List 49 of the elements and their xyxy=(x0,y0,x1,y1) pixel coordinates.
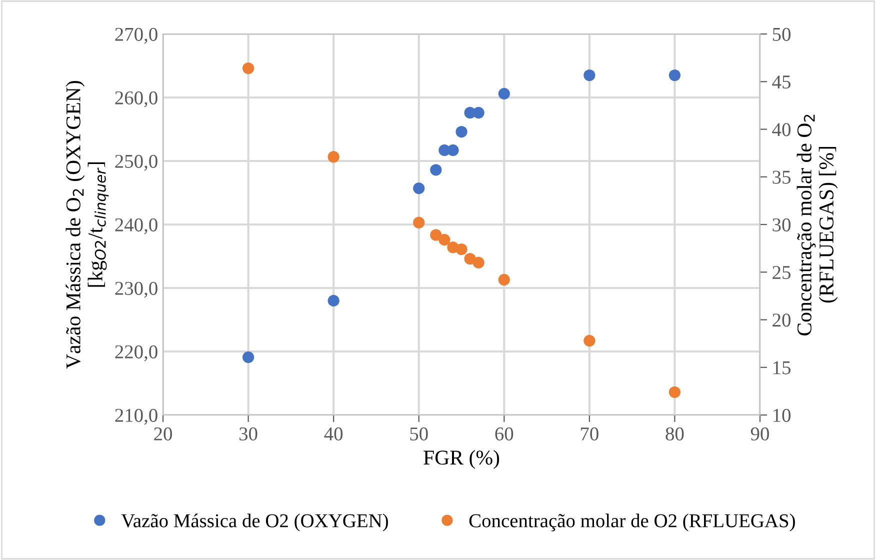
y-tick-label: 220,0 xyxy=(115,345,158,362)
point xyxy=(498,88,510,100)
y2-tick-label: 45 xyxy=(772,76,790,89)
point xyxy=(328,294,340,307)
point xyxy=(472,106,484,119)
y-tick-label: 230,0 xyxy=(115,282,158,298)
y2-tick-label: 10 xyxy=(774,408,791,422)
point xyxy=(668,386,681,398)
y-tick-label: 250,0 xyxy=(115,154,158,171)
point xyxy=(438,234,450,246)
y-tick-label: 270,0 xyxy=(115,28,158,44)
y-tick-label: 240,0 xyxy=(115,218,158,234)
x-tick-label: 80 xyxy=(666,427,684,440)
legend-label: Concentração molar de O2 (RFLUEGAS) xyxy=(469,514,795,532)
y-tick-label: 260,0 xyxy=(115,91,158,108)
y2-tick-label: 15 xyxy=(774,361,790,374)
point xyxy=(447,144,459,156)
x-tick-label: 90 xyxy=(750,427,769,440)
point xyxy=(584,69,596,82)
point xyxy=(668,69,681,82)
x-axis-title: FGR (%) xyxy=(424,450,500,469)
text: Vazão Mássica de O$_{2}$ (OXYGEN) [kg$_{O2}$/t$_{clinquer}$] xyxy=(66,81,109,369)
y2-tick-label: 20 xyxy=(772,314,791,327)
x-tick-label: 40 xyxy=(324,427,343,440)
point xyxy=(584,334,596,347)
point xyxy=(242,351,254,364)
point xyxy=(456,243,468,256)
text: Concentração molar de O$_{2}$ (RFLUEGAS) [%] xyxy=(796,114,838,336)
y2-tick-label: 30 xyxy=(772,218,791,232)
x-tick-label: 70 xyxy=(580,427,598,440)
y2-tick-label: 50 xyxy=(772,28,791,41)
x-tick-label: 20 xyxy=(154,427,172,440)
point xyxy=(242,62,254,74)
x-tick-label: 60 xyxy=(495,427,514,440)
point xyxy=(430,164,442,176)
point xyxy=(430,229,442,241)
y-tick-label: 210,0 xyxy=(115,408,158,425)
x-tick-label: 30 xyxy=(239,427,258,440)
point xyxy=(456,126,468,138)
point xyxy=(328,151,340,163)
point xyxy=(413,182,425,194)
legend-label: Vazão Mássica de O2 (OXYGEN) xyxy=(121,514,388,532)
point xyxy=(413,216,425,228)
y2-tick-label: 25 xyxy=(772,266,790,280)
point xyxy=(472,256,484,268)
y2-tick-label: 35 xyxy=(772,170,790,184)
point xyxy=(498,274,510,286)
y2-tick-label: 40 xyxy=(772,123,791,136)
x-tick-label: 50 xyxy=(410,427,428,440)
